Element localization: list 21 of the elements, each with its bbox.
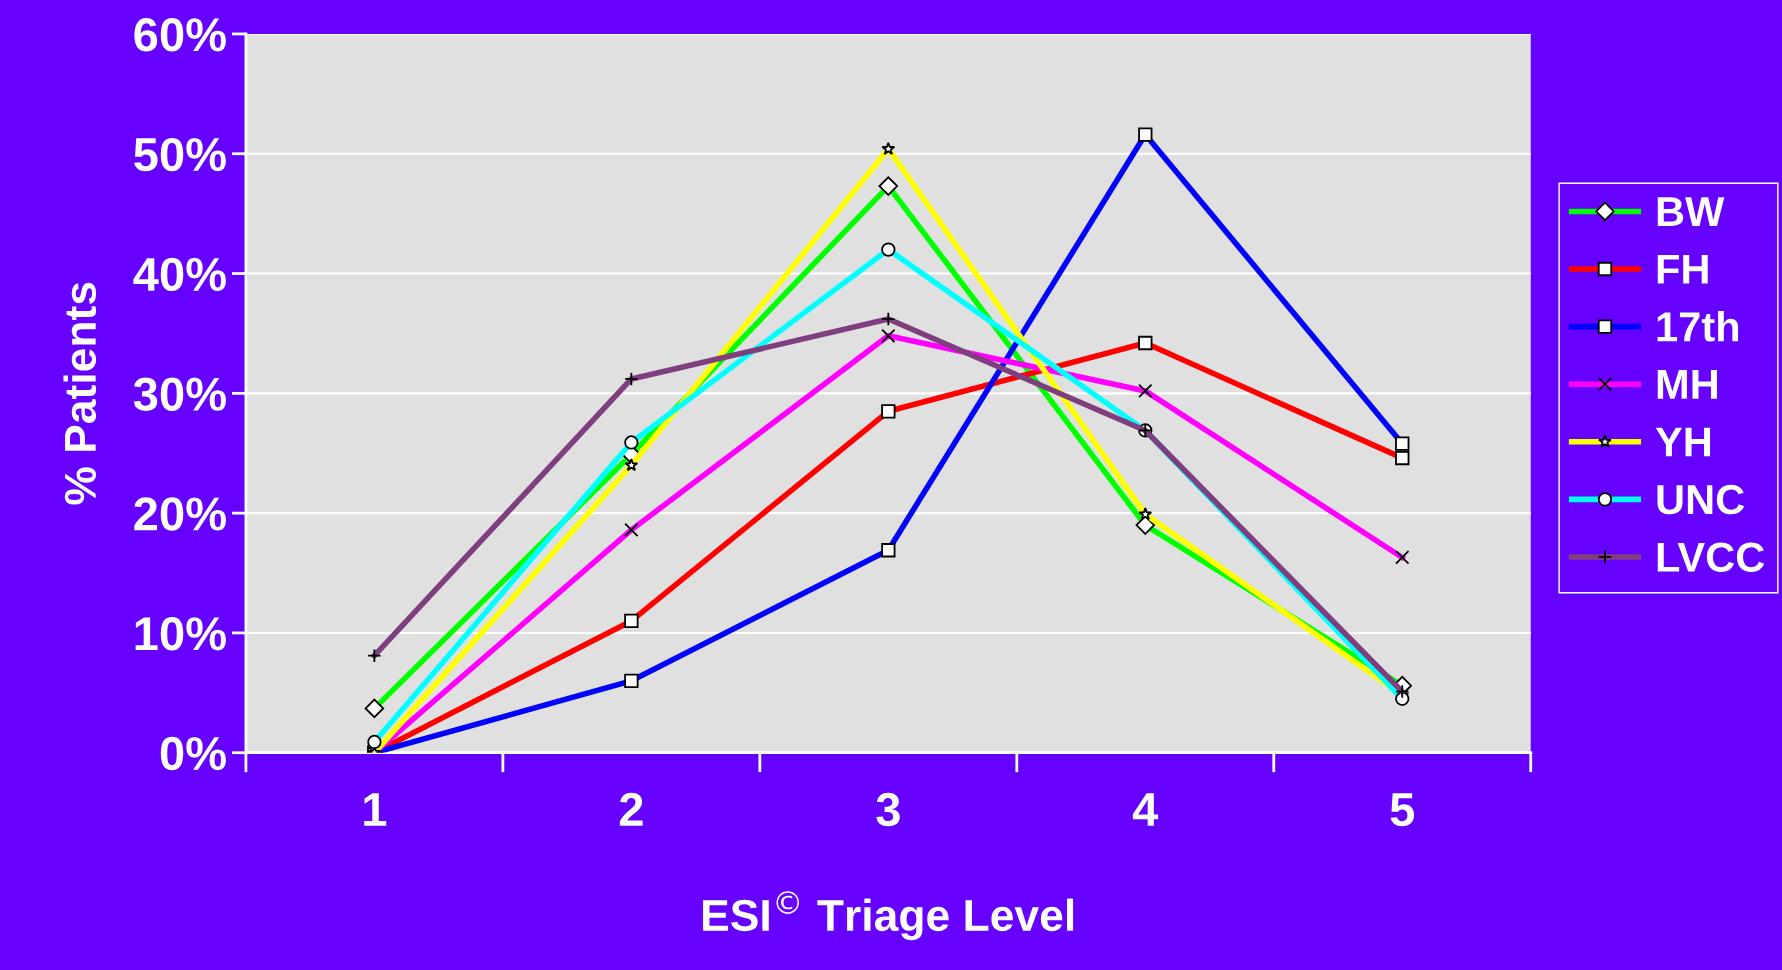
x-tick-label: 2: [619, 792, 643, 826]
legend-label: 17th: [1657, 310, 1739, 342]
x-tick-label: 1: [364, 793, 387, 826]
y-tick-label: 30%: [133, 377, 226, 411]
y-tick-label: 20%: [134, 497, 226, 531]
x-axis-title: ESI$^{©}$ Triage Level: [703, 891, 1074, 941]
legend-label: YH: [1655, 427, 1711, 457]
legend-label: LVCC: [1657, 542, 1765, 572]
legend-label: FH: [1657, 254, 1708, 284]
y-tick-label: 0%: [160, 736, 226, 771]
legend-label: MH: [1657, 370, 1717, 399]
x-tick-label: 3: [876, 792, 900, 827]
y-tick-label: 50%: [134, 137, 226, 172]
x-tick-label: 5: [1390, 793, 1415, 827]
y-tick-label: 10%: [135, 617, 226, 651]
y-tick-label: 60%: [134, 18, 226, 52]
x-tick-label: 4: [1132, 793, 1159, 826]
y-axis-title: % Patients: [63, 282, 97, 505]
legend-label: BW: [1657, 197, 1725, 226]
y-tick-label: 40%: [133, 257, 226, 292]
legend-label: UNC: [1657, 484, 1745, 515]
